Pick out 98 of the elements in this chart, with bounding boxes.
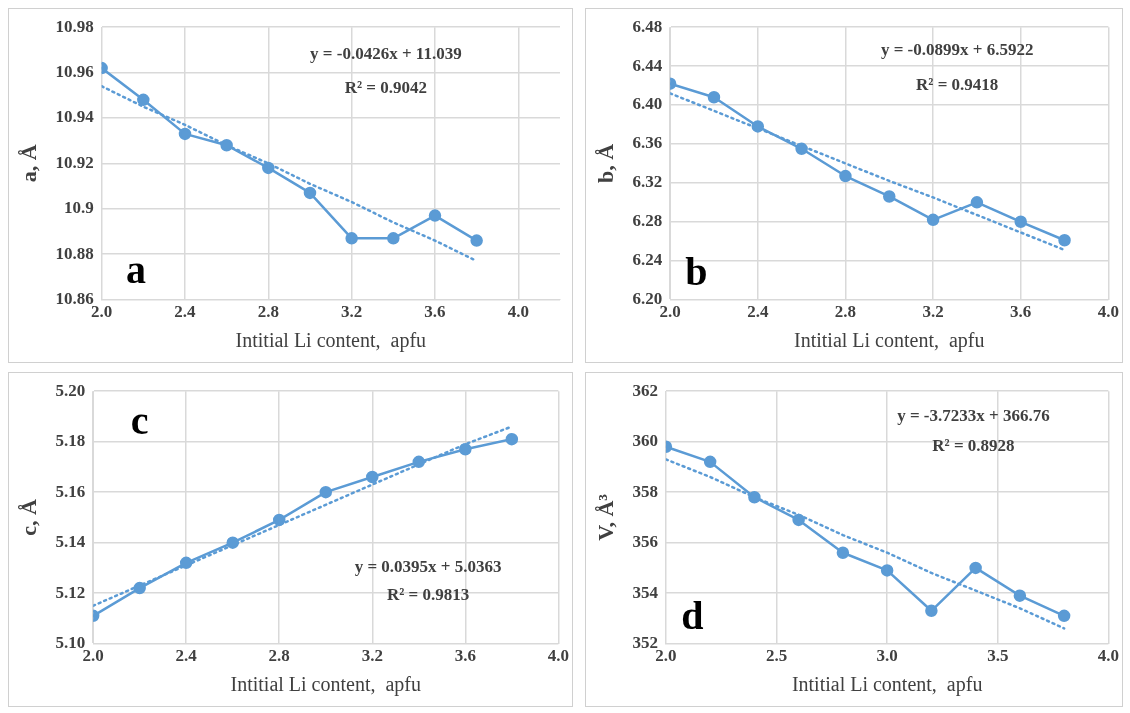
x-tick-label: 3.5 bbox=[987, 646, 1009, 666]
point bbox=[366, 470, 379, 484]
y-tick-label: 10.94 bbox=[55, 107, 95, 127]
annotation: a bbox=[126, 246, 147, 292]
point bbox=[179, 556, 193, 570]
point bbox=[226, 536, 239, 549]
x-tick-label: 3.2 bbox=[922, 302, 944, 322]
point bbox=[925, 604, 938, 618]
y-tick-label: 10.96 bbox=[55, 61, 94, 81]
x-axis-title: Intitial Li content, apfu bbox=[230, 673, 422, 697]
x-tick-label: 4.0 bbox=[1097, 302, 1119, 322]
annotation: y = -3.7233x + 366.76 bbox=[897, 405, 1050, 425]
annotation: R² = 0.9813 bbox=[386, 585, 470, 605]
x-tick-label: 3.2 bbox=[361, 646, 383, 666]
point bbox=[751, 120, 765, 133]
y-axis-title: V, Å³ bbox=[592, 493, 618, 541]
x-tick-label: 2.4 bbox=[174, 302, 197, 322]
annotation: R² = 0.9418 bbox=[916, 74, 999, 94]
annotation: d bbox=[681, 592, 704, 638]
point bbox=[319, 485, 333, 499]
y-tick-label: 6.32 bbox=[632, 172, 663, 192]
x-tick-label: 3.2 bbox=[341, 302, 363, 322]
point bbox=[303, 186, 317, 200]
y-tick-label: 5.16 bbox=[55, 481, 86, 501]
point bbox=[387, 232, 400, 245]
point bbox=[272, 513, 286, 527]
point bbox=[748, 490, 761, 504]
annotation: R² = 0.8928 bbox=[932, 436, 1015, 456]
annotation: y = -0.0426x + 11.039 bbox=[310, 43, 462, 63]
y-tick-label: 5.12 bbox=[55, 582, 86, 602]
x-tick-label: 3.0 bbox=[876, 646, 898, 666]
point bbox=[133, 581, 146, 595]
point bbox=[220, 138, 233, 152]
y-tick-label: 6.48 bbox=[632, 16, 663, 36]
point bbox=[470, 234, 483, 247]
y-tick-label: 10.9 bbox=[63, 198, 94, 218]
y-tick-label: 360 bbox=[632, 431, 658, 451]
x-tick-label: 3.6 bbox=[454, 646, 476, 666]
x-axis-title: Intitial Li content, apfu bbox=[791, 673, 983, 697]
x-tick-label: 2.4 bbox=[747, 302, 769, 322]
point bbox=[703, 455, 717, 469]
y-tick-label: 354 bbox=[632, 582, 659, 602]
x-tick-label: 2.5 bbox=[765, 646, 788, 666]
x-tick-label: 3.6 bbox=[424, 302, 446, 322]
point bbox=[1013, 589, 1027, 602]
point bbox=[707, 91, 721, 104]
point bbox=[345, 232, 358, 245]
point bbox=[969, 561, 982, 575]
y-tick-label: 6.36 bbox=[632, 133, 663, 153]
x-tick-label: 4.0 bbox=[547, 646, 569, 666]
point bbox=[795, 142, 808, 156]
point bbox=[883, 190, 896, 203]
y-tick-label: 10.88 bbox=[55, 243, 94, 263]
point bbox=[459, 443, 472, 456]
annotation: b bbox=[685, 249, 708, 295]
x-axis-title: Intitial Li content, apfu bbox=[794, 329, 985, 353]
annotation: y = -0.0899x + 6.5922 bbox=[880, 40, 1034, 60]
point bbox=[412, 455, 426, 469]
point bbox=[428, 209, 442, 222]
x-tick-label: 4.0 bbox=[1097, 646, 1119, 666]
annotation: c bbox=[130, 398, 149, 444]
point bbox=[792, 513, 805, 527]
y-tick-label: 6.24 bbox=[632, 250, 663, 270]
x-tick-label: 3.6 bbox=[1010, 302, 1032, 322]
y-axis-title: c, Å bbox=[15, 498, 41, 536]
point bbox=[880, 564, 894, 577]
point bbox=[137, 93, 150, 107]
y-tick-label: 10.98 bbox=[55, 16, 94, 36]
x-tick-label: 2.8 bbox=[834, 302, 857, 322]
annotation: y = 0.0395x + 5.0363 bbox=[354, 557, 502, 577]
x-tick-label: 2.4 bbox=[175, 646, 198, 666]
x-tick-label: 2.8 bbox=[257, 302, 279, 322]
y-tick-label: 356 bbox=[632, 532, 658, 552]
point bbox=[836, 546, 850, 559]
point bbox=[970, 196, 984, 209]
y-tick-label: 6.40 bbox=[632, 94, 663, 114]
y-tick-label: 10.92 bbox=[55, 152, 94, 172]
y-tick-label: 6.28 bbox=[632, 211, 663, 231]
y-axis-title: a, Å bbox=[15, 144, 41, 183]
point bbox=[1058, 234, 1071, 247]
x-tick-label: 4.0 bbox=[507, 302, 529, 322]
y-axis-title: b, Å bbox=[592, 143, 618, 183]
point bbox=[1057, 609, 1071, 623]
x-tick-label: 2.8 bbox=[268, 646, 290, 666]
y-tick-label: 358 bbox=[632, 481, 658, 501]
y-tick-label: 5.18 bbox=[55, 431, 86, 451]
y-tick-label: 5.20 bbox=[55, 380, 86, 400]
annotation: R² = 0.9042 bbox=[344, 77, 427, 97]
point bbox=[839, 169, 852, 183]
point bbox=[1014, 215, 1027, 229]
y-tick-label: 362 bbox=[632, 380, 658, 400]
point bbox=[178, 127, 192, 141]
point bbox=[262, 161, 275, 175]
x-axis-title: Intitial Li content, apfu bbox=[235, 329, 427, 353]
y-tick-label: 6.44 bbox=[632, 55, 663, 75]
point bbox=[926, 213, 940, 227]
y-tick-label: 5.14 bbox=[55, 532, 86, 552]
point bbox=[505, 432, 519, 446]
